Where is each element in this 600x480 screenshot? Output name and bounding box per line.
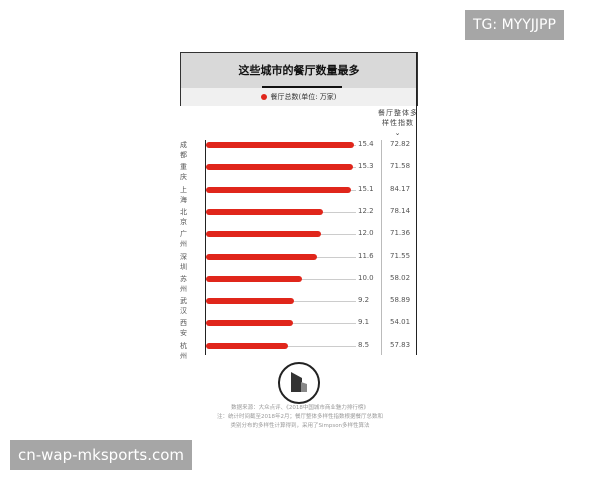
value-label: 9.2 xyxy=(358,296,370,305)
category-label: 西安 xyxy=(180,319,187,338)
index-label: 58.89 xyxy=(390,296,411,305)
index-label: 84.17 xyxy=(390,184,411,193)
bar xyxy=(206,208,324,215)
column-divider xyxy=(381,140,382,355)
footnote: 数据来源：大众点评、《2018中国城市商业魅力排行榜》 注：统计时间截至2018… xyxy=(217,405,383,429)
category-label: 上海 xyxy=(180,185,187,204)
bar xyxy=(206,186,352,193)
index-header: 餐厅整体多样性指数 ⌄ xyxy=(378,109,418,137)
value-label: 8.5 xyxy=(358,340,370,349)
category-label: 深圳 xyxy=(180,252,187,271)
index-label: 58.02 xyxy=(390,273,411,282)
index-label: 57.83 xyxy=(390,340,411,349)
bar xyxy=(206,231,322,238)
right-border xyxy=(416,52,417,355)
chevron-down-icon: ⌄ xyxy=(394,129,402,137)
chart-header: 这些城市的餐厅数量最多 xyxy=(180,52,418,89)
value-label: 11.6 xyxy=(358,251,374,260)
index-label: 71.58 xyxy=(390,162,411,171)
legend-label: 餐厅总数(单位: 万家) xyxy=(270,93,337,101)
category-label: 苏州 xyxy=(180,274,187,293)
category-label: 广州 xyxy=(180,230,187,249)
value-label: 12.2 xyxy=(358,206,374,215)
bar xyxy=(206,298,295,305)
legend-dot xyxy=(261,94,268,100)
bar xyxy=(206,342,288,349)
value-label: 10.0 xyxy=(358,273,374,282)
index-label: 72.82 xyxy=(390,140,411,148)
watermark-bottom: cn-wap-mksports.com xyxy=(10,440,193,470)
category-label: 重庆 xyxy=(180,163,187,182)
category-label: 成都 xyxy=(180,141,187,159)
bar xyxy=(206,320,294,327)
value-label: 15.4 xyxy=(358,140,374,148)
index-label: 78.14 xyxy=(390,206,411,215)
category-label: 杭州 xyxy=(180,341,187,360)
bar xyxy=(206,164,354,171)
chart-title: 这些城市的餐厅数量最多 xyxy=(238,64,360,77)
bar xyxy=(206,275,303,282)
watermark-top: TG: MYYJJPP xyxy=(465,10,564,40)
legend: 餐厅总数(单位: 万家) xyxy=(180,88,418,106)
bar xyxy=(206,142,354,148)
bar xyxy=(206,253,318,260)
value-label: 9.1 xyxy=(358,318,370,327)
category-label: 北京 xyxy=(180,207,187,226)
axis-line xyxy=(205,140,206,355)
value-label: 12.0 xyxy=(358,229,374,238)
value-label: 15.3 xyxy=(358,162,374,171)
value-label: 15.1 xyxy=(358,184,374,193)
title-underline xyxy=(262,86,342,88)
category-label: 武汉 xyxy=(180,297,187,316)
index-label: 71.36 xyxy=(390,229,411,238)
logo xyxy=(278,362,320,404)
index-label: 71.55 xyxy=(390,251,411,260)
index-label: 54.01 xyxy=(390,318,411,327)
